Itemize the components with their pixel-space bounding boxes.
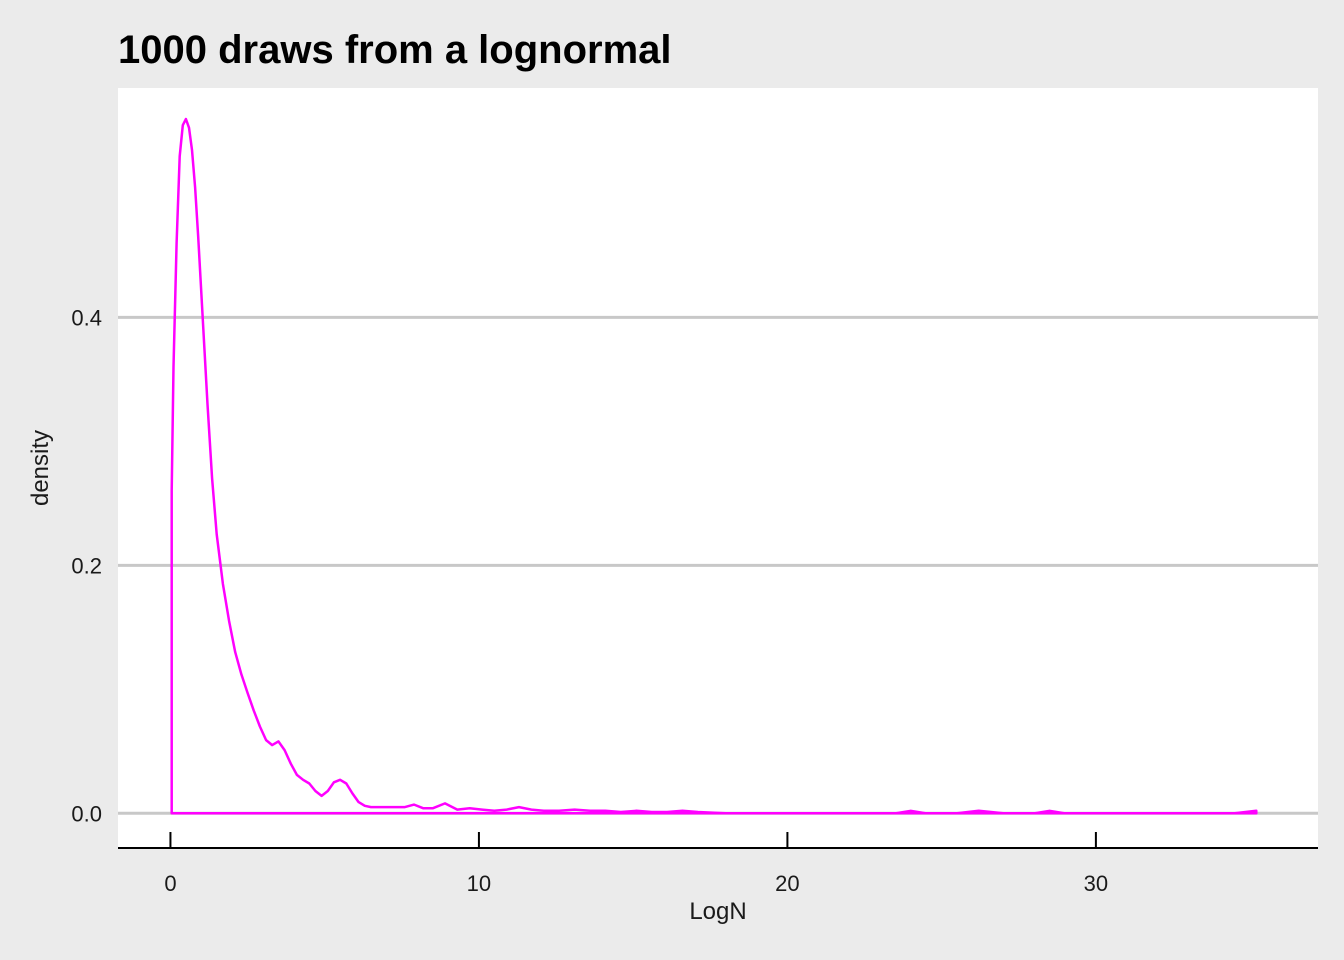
x-tick-label: 30 <box>1084 871 1108 896</box>
x-tick-label: 10 <box>467 871 491 896</box>
x-axis: 0 10 20 30 <box>164 832 1108 896</box>
y-tick-label: 0.2 <box>71 553 102 578</box>
chart-title: 1000 draws from a lognormal <box>118 28 672 72</box>
x-axis-title: LogN <box>689 898 746 925</box>
plot-panel <box>118 88 1318 848</box>
y-axis: 0.0 0.2 0.4 <box>71 305 102 826</box>
density-curve <box>170 117 1258 815</box>
x-tick-label: 0 <box>164 871 176 896</box>
y-tick-label: 0.0 <box>71 801 102 826</box>
x-tick-label: 20 <box>775 871 799 896</box>
y-tick-label: 0.4 <box>71 305 102 330</box>
y-axis-title: density <box>27 430 54 506</box>
series-layer <box>170 117 1258 815</box>
